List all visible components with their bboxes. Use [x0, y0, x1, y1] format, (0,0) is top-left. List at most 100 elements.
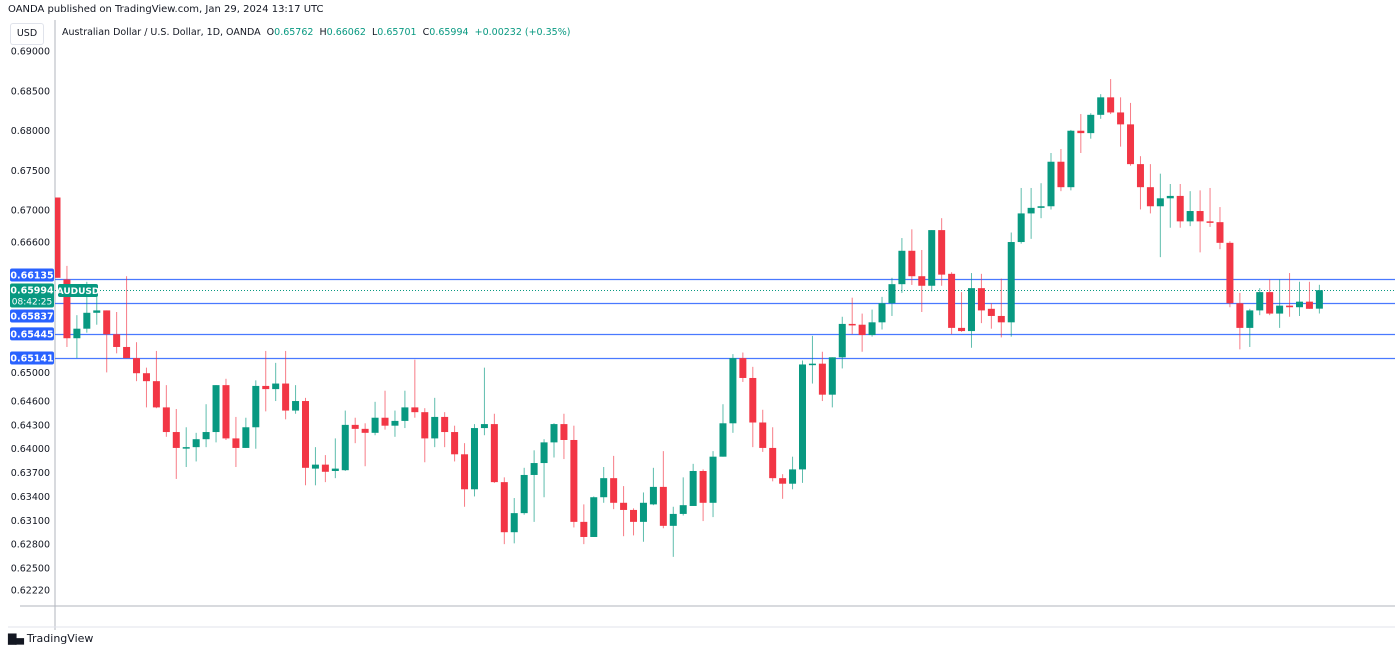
candle[interactable] [1236, 292, 1244, 350]
candle[interactable] [769, 427, 777, 482]
candle[interactable] [649, 467, 657, 506]
candle[interactable] [779, 474, 787, 499]
candle[interactable] [470, 424, 478, 497]
candle[interactable] [133, 342, 141, 382]
candle[interactable] [1296, 281, 1303, 316]
candle[interactable] [431, 397, 439, 448]
candle[interactable] [172, 408, 180, 479]
candle[interactable] [361, 423, 369, 467]
candle[interactable] [341, 410, 349, 471]
candle[interactable] [54, 197, 61, 278]
candle[interactable] [520, 467, 528, 515]
candle[interactable] [202, 404, 210, 448]
candle[interactable] [1067, 129, 1075, 191]
candle[interactable] [391, 410, 399, 437]
tradingview-logo[interactable]: ▇▄ TradingView [8, 632, 93, 645]
candle[interactable] [411, 359, 419, 418]
candle[interactable] [868, 309, 876, 337]
candle[interactable] [1037, 183, 1045, 219]
candle[interactable] [182, 427, 190, 468]
candle[interactable] [421, 408, 429, 463]
candle[interactable] [977, 273, 985, 324]
candle[interactable] [1146, 164, 1154, 214]
candle[interactable] [1305, 281, 1313, 309]
candle[interactable] [967, 273, 975, 348]
candle[interactable] [858, 313, 866, 352]
candle[interactable] [600, 467, 608, 503]
candle[interactable] [480, 367, 488, 436]
candle[interactable] [739, 352, 747, 382]
candle[interactable] [311, 447, 319, 486]
candle[interactable] [73, 315, 81, 359]
candle[interactable] [948, 272, 956, 335]
candle[interactable] [1186, 191, 1194, 227]
candle[interactable] [142, 367, 150, 408]
candle[interactable] [590, 496, 598, 537]
candle[interactable] [1077, 114, 1085, 153]
candle[interactable] [162, 385, 170, 437]
candle[interactable] [620, 486, 628, 537]
candle[interactable] [789, 456, 797, 490]
candle[interactable] [679, 477, 687, 516]
candle[interactable] [997, 278, 1005, 338]
candle[interactable] [689, 463, 697, 506]
candle[interactable] [699, 469, 707, 522]
candle[interactable] [441, 412, 449, 448]
candle[interactable] [610, 455, 618, 510]
candle[interactable] [401, 390, 409, 429]
candle[interactable] [709, 451, 717, 518]
candle[interactable] [103, 310, 111, 373]
candle[interactable] [1286, 273, 1294, 317]
candle[interactable] [461, 443, 469, 507]
candle[interactable] [1196, 190, 1204, 253]
candle[interactable] [808, 335, 816, 384]
candle[interactable] [381, 390, 389, 430]
candle[interactable] [321, 455, 329, 483]
candle[interactable] [1136, 156, 1144, 210]
candle[interactable] [292, 385, 300, 414]
candle[interactable] [302, 397, 309, 486]
candle[interactable] [530, 450, 538, 522]
candle[interactable] [560, 413, 568, 460]
candle[interactable] [192, 432, 200, 462]
candle[interactable] [212, 385, 220, 443]
candle[interactable] [222, 378, 230, 440]
candle[interactable] [848, 297, 856, 335]
candle[interactable] [1266, 279, 1274, 316]
candle[interactable] [550, 423, 558, 458]
candle[interactable] [570, 425, 578, 528]
candle[interactable] [1047, 152, 1055, 210]
candle[interactable] [242, 417, 250, 448]
candle[interactable] [828, 357, 836, 408]
candle[interactable] [878, 296, 886, 330]
candle[interactable] [351, 417, 359, 444]
candle[interactable] [1166, 183, 1174, 228]
candle[interactable] [1216, 207, 1224, 250]
candle[interactable] [719, 404, 727, 457]
candle[interactable] [1246, 308, 1254, 347]
candle[interactable] [659, 451, 667, 529]
candle[interactable] [540, 439, 548, 498]
candle[interactable] [1156, 173, 1164, 258]
candle[interactable] [63, 265, 71, 347]
candle[interactable] [272, 362, 280, 402]
candle[interactable] [1017, 187, 1025, 244]
candle[interactable] [918, 249, 926, 312]
candle[interactable] [1226, 241, 1234, 308]
candle[interactable] [838, 316, 846, 369]
candle[interactable] [113, 311, 121, 354]
candle[interactable] [749, 366, 757, 448]
candle[interactable] [1057, 149, 1065, 192]
candle[interactable] [262, 350, 270, 412]
candle[interactable] [580, 504, 588, 545]
candle[interactable] [1127, 102, 1135, 166]
candle[interactable] [123, 276, 131, 359]
candle[interactable] [639, 492, 647, 542]
candle[interactable] [451, 425, 459, 462]
candle[interactable] [490, 413, 498, 483]
candle[interactable] [252, 380, 260, 449]
candle[interactable] [1176, 183, 1184, 228]
candle[interactable] [729, 354, 737, 433]
candle[interactable] [630, 508, 638, 536]
